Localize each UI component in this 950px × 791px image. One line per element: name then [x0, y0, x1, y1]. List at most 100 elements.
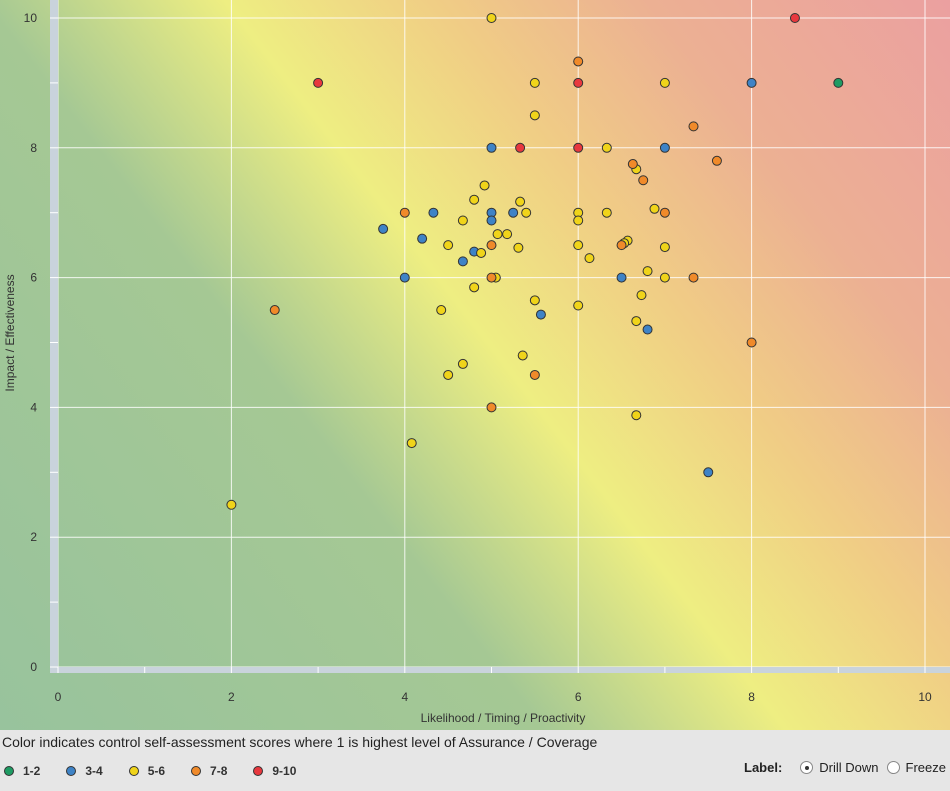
data-point[interactable] [443, 369, 454, 380]
data-point[interactable] [659, 207, 670, 218]
data-point[interactable] [573, 300, 584, 311]
data-point[interactable] [573, 240, 584, 251]
data-point[interactable] [703, 467, 714, 478]
data-point[interactable] [406, 438, 417, 449]
label-control-title: Label: [744, 760, 783, 775]
legend-item[interactable]: 5-6 [128, 764, 165, 778]
data-point[interactable] [436, 305, 447, 316]
data-point[interactable] [833, 77, 844, 88]
data-point[interactable] [428, 207, 439, 218]
data-point[interactable] [313, 77, 324, 88]
data-point[interactable] [573, 142, 584, 153]
x-tick-label: 10 [918, 690, 932, 704]
data-point[interactable] [476, 247, 487, 258]
data-point[interactable] [627, 159, 638, 170]
y-tick-label: 8 [30, 141, 37, 155]
data-point[interactable] [469, 282, 480, 293]
data-point[interactable] [642, 266, 653, 277]
data-point[interactable] [573, 77, 584, 88]
data-point[interactable] [378, 223, 389, 234]
data-point[interactable] [417, 233, 428, 244]
data-point[interactable] [529, 369, 540, 380]
freeze-radio[interactable]: Freeze [886, 760, 946, 775]
data-point[interactable] [573, 215, 584, 226]
data-point[interactable] [711, 155, 722, 166]
data-point[interactable] [529, 110, 540, 121]
chart-caption: Color indicates control self-assessment … [2, 734, 598, 750]
y-axis-bar [50, 0, 58, 673]
data-point[interactable] [515, 196, 526, 207]
legend-label: 3-4 [85, 764, 103, 778]
data-point[interactable] [486, 272, 497, 283]
data-point[interactable] [649, 203, 660, 214]
data-point[interactable] [515, 142, 526, 153]
data-points [226, 13, 844, 510]
x-tick-label: 2 [228, 690, 235, 704]
data-point[interactable] [746, 77, 757, 88]
data-point[interactable] [486, 240, 497, 251]
data-point[interactable] [688, 272, 699, 283]
data-point[interactable] [508, 207, 519, 218]
label-control: Label: Drill Down Freeze [744, 760, 946, 775]
data-point[interactable] [492, 229, 503, 240]
data-point[interactable] [513, 242, 524, 253]
legend-label: 7-8 [210, 764, 228, 778]
legend-item[interactable]: 7-8 [191, 764, 227, 778]
data-point[interactable] [659, 77, 670, 88]
data-point[interactable] [443, 240, 454, 251]
tick-labels: 0 2 4 6 8 10 0 2 4 6 8 10 [24, 11, 932, 704]
data-point[interactable] [226, 499, 237, 510]
legend-item[interactable]: 1-2 [4, 764, 40, 778]
data-point[interactable] [457, 256, 468, 267]
data-point[interactable] [789, 13, 800, 23]
data-point[interactable] [457, 358, 468, 369]
scatter-chart: 0 2 4 6 8 10 0 2 4 6 8 10 Likelihood / Timing / Pro… [0, 0, 950, 730]
x-axis-bar [50, 667, 950, 673]
data-point[interactable] [616, 272, 627, 283]
data-point[interactable] [631, 410, 642, 421]
data-point[interactable] [399, 207, 410, 218]
data-point[interactable] [535, 309, 546, 320]
data-point[interactable] [746, 337, 757, 348]
data-point[interactable] [469, 194, 480, 205]
data-point[interactable] [636, 290, 647, 301]
x-tick-label: 4 [401, 690, 408, 704]
data-point[interactable] [457, 215, 468, 226]
data-point[interactable] [399, 272, 410, 283]
data-point[interactable] [659, 272, 670, 283]
legend-item[interactable]: 3-4 [66, 764, 103, 778]
data-point[interactable] [601, 142, 612, 153]
legend-label: 9-10 [272, 764, 297, 778]
legend-item[interactable]: 9-10 [253, 764, 296, 778]
x-tick-label: 0 [55, 690, 62, 704]
data-point[interactable] [573, 56, 584, 67]
data-point[interactable] [521, 207, 532, 218]
x-axis-label: Likelihood / Timing / Proactivity [421, 711, 586, 725]
y-tick-label: 10 [24, 11, 38, 25]
freeze-radio-circle[interactable] [886, 761, 900, 774]
data-point[interactable] [479, 180, 490, 191]
data-point[interactable] [659, 142, 670, 153]
data-point[interactable] [486, 402, 497, 413]
data-point[interactable] [529, 295, 540, 306]
data-point[interactable] [688, 121, 699, 132]
drill-down-label: Drill Down [819, 760, 879, 775]
data-point[interactable] [529, 77, 540, 88]
drill-down-radio[interactable]: Drill Down [800, 760, 879, 775]
data-point[interactable] [486, 215, 497, 226]
y-axis-label: Impact / Effectiveness [3, 274, 17, 391]
data-point[interactable] [502, 229, 513, 240]
data-point[interactable] [584, 253, 595, 264]
data-point[interactable] [269, 305, 280, 316]
data-point[interactable] [601, 207, 612, 218]
data-point[interactable] [631, 316, 642, 327]
freeze-label: Freeze [905, 760, 946, 775]
data-point[interactable] [616, 240, 627, 251]
data-point[interactable] [659, 242, 670, 253]
drill-down-radio-circle[interactable] [800, 761, 814, 774]
data-point[interactable] [517, 350, 528, 361]
data-point[interactable] [638, 175, 649, 186]
data-point[interactable] [486, 13, 497, 23]
data-point[interactable] [642, 324, 653, 335]
data-point[interactable] [486, 142, 497, 153]
